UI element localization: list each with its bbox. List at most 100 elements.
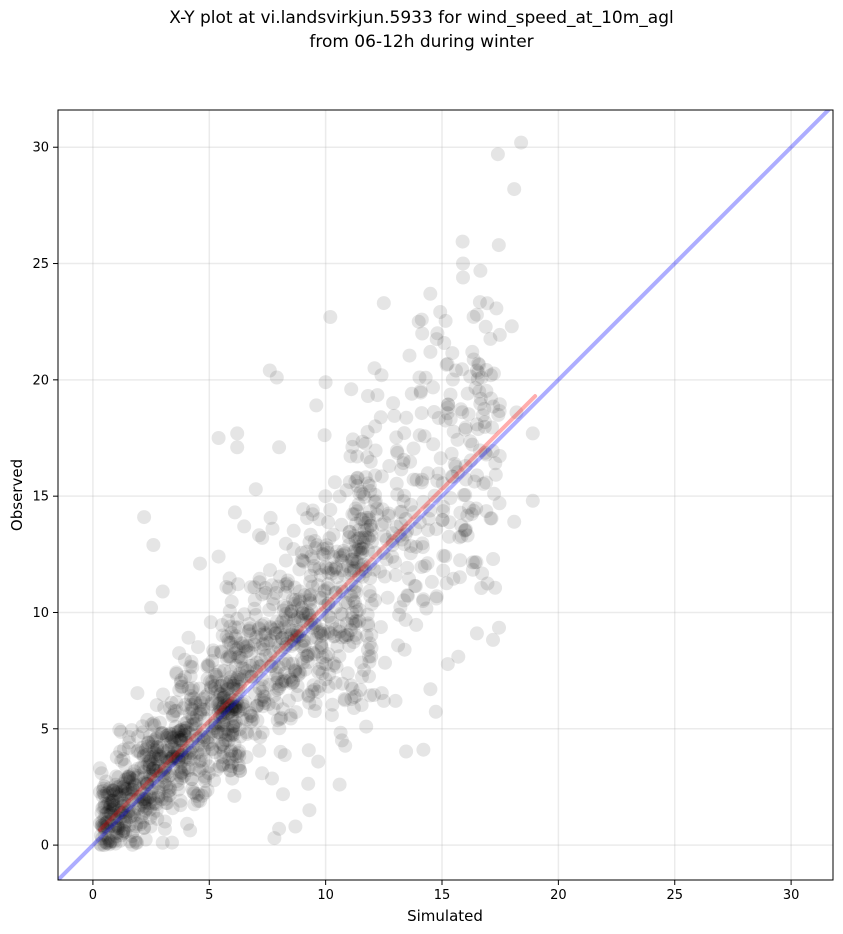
- data-point: [200, 659, 215, 674]
- data-point: [125, 837, 140, 852]
- data-point: [381, 506, 396, 521]
- data-point: [345, 439, 360, 454]
- data-point: [249, 664, 264, 679]
- data-point: [98, 807, 113, 822]
- data-point: [181, 763, 196, 777]
- x-tick-label: 5: [205, 888, 213, 903]
- data-point: [263, 620, 278, 634]
- data-point: [216, 710, 230, 725]
- data-point: [322, 667, 337, 682]
- data-point: [344, 382, 359, 397]
- data-point: [292, 592, 307, 607]
- data-point: [227, 505, 242, 520]
- data-point: [217, 704, 232, 719]
- data-point: [174, 673, 189, 688]
- data-point: [335, 676, 350, 691]
- data-point: [454, 529, 469, 544]
- data-point: [287, 596, 302, 611]
- data-point: [368, 468, 383, 483]
- data-point: [393, 517, 408, 532]
- plot-frame: [57, 109, 834, 881]
- data-point: [173, 732, 188, 747]
- data-point: [144, 600, 159, 615]
- data-point: [178, 670, 192, 684]
- data-point: [136, 749, 151, 764]
- data-point: [287, 611, 302, 626]
- data-point: [275, 702, 290, 717]
- data-point: [138, 832, 153, 847]
- data-point: [231, 620, 246, 635]
- data-point: [281, 620, 296, 634]
- data-point: [469, 626, 484, 641]
- data-point: [364, 597, 379, 612]
- data-point: [271, 639, 286, 654]
- data-point: [345, 507, 360, 522]
- data-point: [234, 651, 249, 665]
- data-point: [235, 636, 250, 651]
- data-point: [244, 646, 259, 660]
- data-point: [243, 627, 258, 642]
- data-point: [109, 826, 124, 840]
- data-point: [258, 585, 273, 600]
- data-point: [202, 737, 217, 752]
- data-point: [149, 803, 164, 818]
- data-point: [442, 529, 456, 544]
- data-point: [151, 779, 166, 794]
- data-point: [229, 642, 244, 657]
- data-point: [351, 542, 365, 557]
- data-point: [198, 753, 213, 767]
- data-point: [254, 627, 269, 642]
- data-point: [196, 733, 211, 748]
- data-point: [122, 774, 137, 789]
- data-point: [223, 619, 238, 634]
- data-point: [259, 633, 273, 648]
- data-point: [172, 646, 187, 661]
- data-point: [479, 383, 494, 398]
- data-point: [330, 544, 344, 559]
- data-point: [146, 761, 160, 776]
- data-point: [138, 803, 153, 818]
- data-point: [252, 620, 266, 635]
- data-point: [208, 667, 223, 682]
- data-point: [266, 655, 281, 670]
- data-point: [480, 296, 495, 311]
- data-point: [345, 606, 360, 620]
- data-point: [219, 629, 234, 644]
- data-point: [303, 568, 318, 583]
- data-point: [280, 631, 295, 646]
- y-tick-label: 0: [41, 839, 49, 854]
- data-point: [312, 512, 327, 527]
- data-point: [252, 571, 267, 586]
- data-point: [446, 424, 461, 439]
- data-point: [335, 584, 350, 599]
- data-point: [355, 434, 370, 449]
- data-point: [466, 309, 481, 324]
- data-point: [314, 640, 329, 655]
- data-point: [469, 417, 484, 432]
- data-point: [320, 541, 335, 556]
- data-point: [243, 580, 258, 595]
- data-point: [304, 587, 318, 602]
- data-point: [436, 499, 451, 514]
- data-point: [396, 494, 411, 509]
- data-point: [153, 739, 168, 754]
- data-point: [421, 523, 436, 538]
- data-point: [153, 751, 168, 766]
- data-point: [260, 636, 275, 651]
- data-point: [486, 632, 500, 647]
- data-point: [227, 727, 241, 742]
- data-point: [137, 820, 152, 835]
- data-point: [223, 763, 238, 778]
- data-point: [228, 715, 243, 730]
- data-point: [321, 624, 336, 639]
- data-point: [320, 561, 335, 576]
- data-point: [268, 634, 283, 649]
- data-point: [474, 370, 489, 385]
- data-point: [315, 623, 330, 638]
- data-point: [435, 476, 450, 491]
- data-point: [302, 535, 317, 550]
- data-point: [361, 616, 375, 631]
- data-point: [370, 388, 385, 403]
- data-point: [301, 606, 316, 621]
